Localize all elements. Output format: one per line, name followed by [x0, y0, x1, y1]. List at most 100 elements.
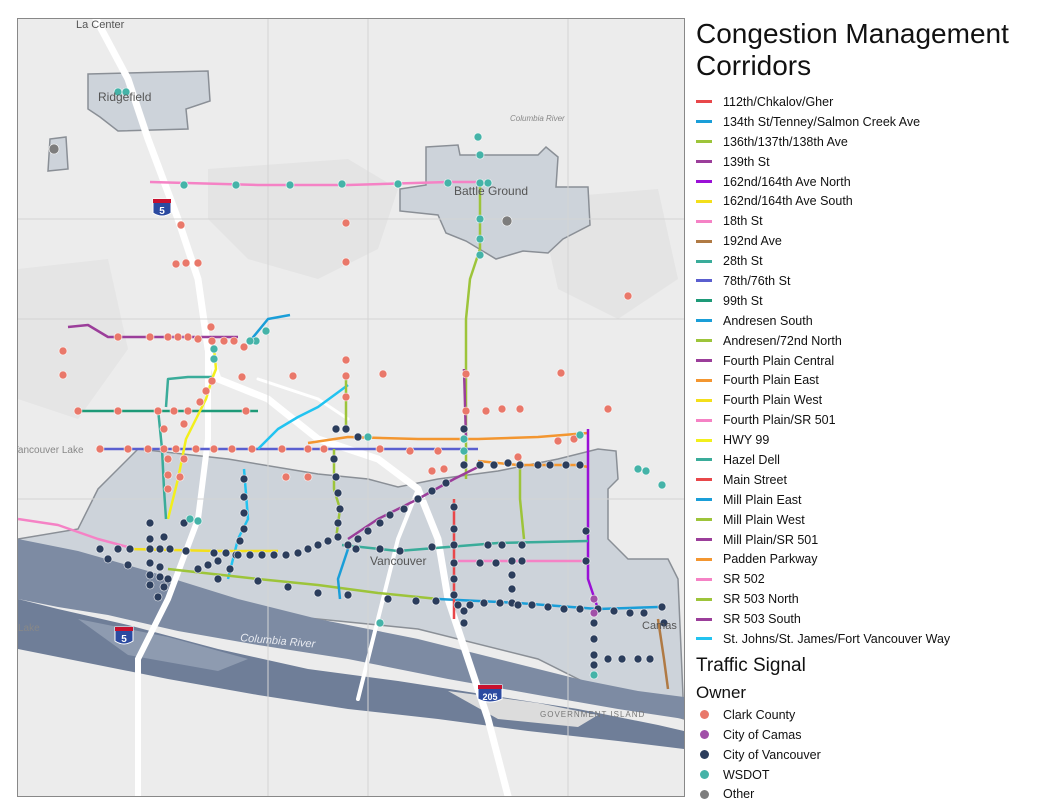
line-swatch-icon — [696, 259, 712, 263]
svg-text:5: 5 — [121, 634, 127, 645]
legend-corridor-label: 162nd/164th Ave South — [723, 194, 853, 209]
legend-corridor-label: 18th St — [723, 214, 763, 229]
legend-corridor-item: Mill Plain West — [696, 510, 1041, 530]
line-swatch-icon — [696, 557, 712, 561]
line-swatch-icon — [696, 498, 712, 502]
legend-corridor-label: SR 503 North — [723, 592, 799, 607]
legend-corridor-label: HWY 99 — [723, 433, 770, 448]
legend-corridor-label: 28th St — [723, 254, 763, 269]
legend-corridor-label: Main Street — [723, 472, 787, 487]
place-la-center: La Center — [76, 19, 125, 31]
line-swatch-icon — [696, 418, 712, 422]
legend-corridor-item: 18th St — [696, 211, 1041, 231]
line-swatch-icon — [696, 359, 712, 363]
legend-corridor-label: Hazel Dell — [723, 452, 780, 467]
line-swatch-icon — [696, 518, 712, 522]
legend-corridor-item: Fourth Plain/SR 501 — [696, 410, 1041, 430]
place-government-island: GOVERNMENT ISLAND — [540, 710, 645, 719]
legend-corridor-label: Fourth Plain/SR 501 — [723, 413, 836, 428]
legend-corridor-item: SR 503 North — [696, 589, 1041, 609]
line-swatch-icon — [696, 339, 712, 343]
legend-corridor-item: HWY 99 — [696, 430, 1041, 450]
legend-corridor-item: Main Street — [696, 470, 1041, 490]
line-swatch-icon — [696, 279, 712, 283]
legend-corridor-label: Fourth Plain West — [723, 393, 823, 408]
legend-corridor-item: Mill Plain East — [696, 490, 1041, 510]
legend-corridor-label: 134th St/Tenney/Salmon Creek Ave — [723, 114, 921, 129]
legend-corridor-label: Mill Plain West — [723, 512, 805, 527]
legend-corridor-label: Fourth Plain Central — [723, 353, 835, 368]
legend-corridor-label: 112th/Chkalov/Gher — [723, 94, 834, 109]
line-swatch-icon — [696, 438, 712, 442]
legend-corridor-item: Hazel Dell — [696, 450, 1041, 470]
line-swatch-icon — [696, 219, 712, 223]
owner-list: Clark County City of Camas City of Vancouv… — [696, 705, 1041, 804]
line-swatch-icon — [696, 458, 712, 462]
legend-corridor-item: 28th St — [696, 251, 1041, 271]
legend-corridor-label: 139th St — [723, 154, 770, 169]
legend-corridor-item: SR 503 South — [696, 609, 1041, 629]
legend-corridor-label: SR 503 South — [723, 612, 801, 627]
place-vancouver: Vancouver — [370, 554, 426, 568]
legend-corridor-label: St. Johns/St. James/Fort Vancouver Way — [723, 631, 951, 646]
corridor-list: 112th/Chkalov/Gher 134th St/Tenney/Salmon… — [696, 92, 1041, 649]
line-swatch-icon — [696, 160, 712, 164]
line-swatch-icon — [696, 637, 712, 641]
legend-corridor-label: Padden Parkway — [723, 552, 818, 567]
line-swatch-icon — [696, 398, 712, 402]
legend-corridor-item: SR 502 — [696, 569, 1041, 589]
legend-owner-label: City of Camas — [723, 727, 802, 742]
line-swatch-icon — [696, 199, 712, 203]
legend-owner-label: Clark County — [723, 707, 796, 722]
legend-corridor-item: 99th St — [696, 291, 1041, 311]
legend-corridor-item: 139th St — [696, 152, 1041, 172]
line-swatch-icon — [696, 538, 712, 542]
line-swatch-icon — [696, 577, 712, 581]
owner-title: Owner — [696, 682, 747, 702]
legend-corridor-label: 192nd Ave — [723, 234, 782, 249]
legend-owner-item: City of Vancouver — [696, 745, 1041, 765]
legend-corridor-label: Mill Plain/SR 501 — [723, 532, 819, 547]
legend-corridor-item: Padden Parkway — [696, 549, 1041, 569]
legend-corridor-item: Andresen South — [696, 311, 1041, 331]
legend-corridor-item: St. Johns/St. James/Fort Vancouver Way — [696, 629, 1041, 649]
legend-owner-item: City of Camas — [696, 725, 1041, 745]
legend-corridor-item: 136th/137th/138th Ave — [696, 132, 1041, 152]
legend-corridor-label: Mill Plain East — [723, 492, 802, 507]
i205-shield: 205 — [477, 684, 503, 703]
label-columbia-river-top: Columbia River — [510, 114, 565, 123]
dot-swatch-icon — [700, 750, 709, 760]
map-view[interactable]: La Center Ridgefield Battle Ground Vanco… — [17, 18, 685, 797]
line-swatch-icon — [696, 617, 712, 621]
line-swatch-icon — [696, 100, 712, 104]
signal-title: Traffic Signal — [696, 654, 806, 676]
dot-swatch-icon — [700, 789, 709, 799]
legend-corridor-label: 136th/137th/138th Ave — [723, 134, 848, 149]
legend-title: Congestion Management Corridors — [696, 18, 1009, 81]
legend-corridor-label: 99th St — [723, 293, 763, 308]
legend-owner-item: WSDOT — [696, 765, 1041, 785]
dot-swatch-icon — [700, 710, 709, 720]
legend-owner-label: City of Vancouver — [723, 747, 821, 762]
legend-corridor-item: Fourth Plain East — [696, 370, 1041, 390]
legend-corridor-label: Andresen/72nd North — [723, 333, 842, 348]
legend-owner-label: Other — [723, 787, 755, 802]
place-ridgefield: Ridgefield — [98, 90, 151, 104]
legend-owner-item: Clark County — [696, 705, 1041, 725]
place-lake: Lake — [18, 623, 40, 634]
dot-swatch-icon — [700, 730, 709, 740]
legend-corridor-label: Andresen South — [723, 313, 813, 328]
dot-swatch-icon — [700, 770, 709, 780]
legend-corridor-item: 78th/76th St — [696, 271, 1041, 291]
map-legend: Congestion Management Corridors 112th/Ch… — [696, 18, 1041, 804]
place-battle-ground: Battle Ground — [454, 184, 528, 198]
legend-corridor-label: 162nd/164th Ave North — [723, 174, 851, 189]
legend-corridor-item: Mill Plain/SR 501 — [696, 530, 1041, 550]
line-swatch-icon — [696, 180, 712, 183]
legend-corridor-label: Fourth Plain East — [723, 373, 819, 388]
legend-corridor-label: 78th/76th St — [723, 273, 791, 288]
legend-corridor-item: 112th/Chkalov/Gher — [696, 92, 1041, 112]
svg-text:5: 5 — [159, 206, 165, 217]
line-swatch-icon — [696, 319, 712, 323]
svg-text:205: 205 — [482, 692, 497, 702]
